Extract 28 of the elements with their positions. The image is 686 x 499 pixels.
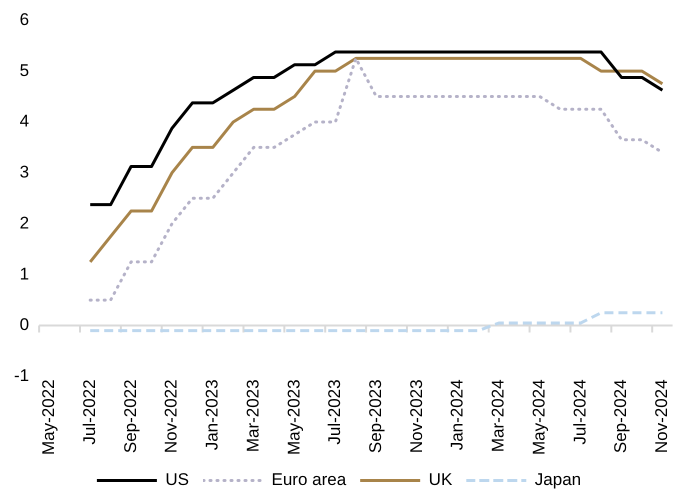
x-tick-label: Jul-2024 — [570, 379, 590, 445]
x-tick-label: May-2023 — [284, 379, 304, 456]
x-tick-label: Sep-2024 — [611, 379, 630, 454]
x-tick-label: Nov-2022 — [162, 379, 181, 454]
y-tick-label: 0 — [20, 315, 30, 334]
y-tick-label: 4 — [20, 112, 30, 131]
x-tick-label: Jul-2023 — [325, 379, 344, 445]
x-tick-label: Sep-2023 — [366, 379, 385, 454]
x-tick-label: Mar-2023 — [243, 379, 262, 452]
y-tick-label: 2 — [20, 213, 30, 232]
y-tick-label: 6 — [20, 10, 30, 29]
legend-label: Japan — [534, 470, 582, 490]
y-tick-label: -1 — [14, 366, 30, 386]
x-tick-label: Jul-2022 — [80, 379, 99, 445]
y-tick-label: 3 — [20, 162, 30, 182]
y-tick-label: 1 — [20, 264, 30, 284]
x-tick-label: Jan-2024 — [448, 379, 467, 450]
x-tick-label: Nov-2023 — [406, 379, 426, 454]
legend-label: US — [165, 470, 190, 490]
x-tick-label: Nov-2024 — [652, 379, 672, 454]
x-tick-label: May-2024 — [529, 379, 548, 456]
legend-label: UK — [428, 470, 453, 490]
x-tick-label: Mar-2024 — [488, 379, 508, 452]
x-tick-label: Sep-2022 — [120, 379, 140, 454]
legend-label: Euro area — [272, 470, 347, 490]
x-tick-label: Jan-2023 — [202, 379, 222, 450]
x-tick-label: May-2022 — [39, 379, 58, 456]
y-tick-label: 5 — [20, 60, 30, 80]
